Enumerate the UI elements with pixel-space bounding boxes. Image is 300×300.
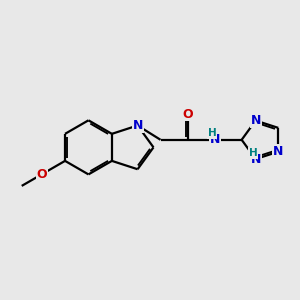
Text: H: H: [249, 148, 257, 158]
Text: N: N: [250, 114, 261, 127]
Text: N: N: [209, 133, 220, 146]
Text: O: O: [36, 168, 47, 181]
Text: N: N: [273, 145, 284, 158]
Text: N: N: [132, 119, 143, 132]
Text: N: N: [250, 152, 261, 166]
Text: O: O: [182, 108, 193, 121]
Text: H: H: [208, 128, 217, 138]
